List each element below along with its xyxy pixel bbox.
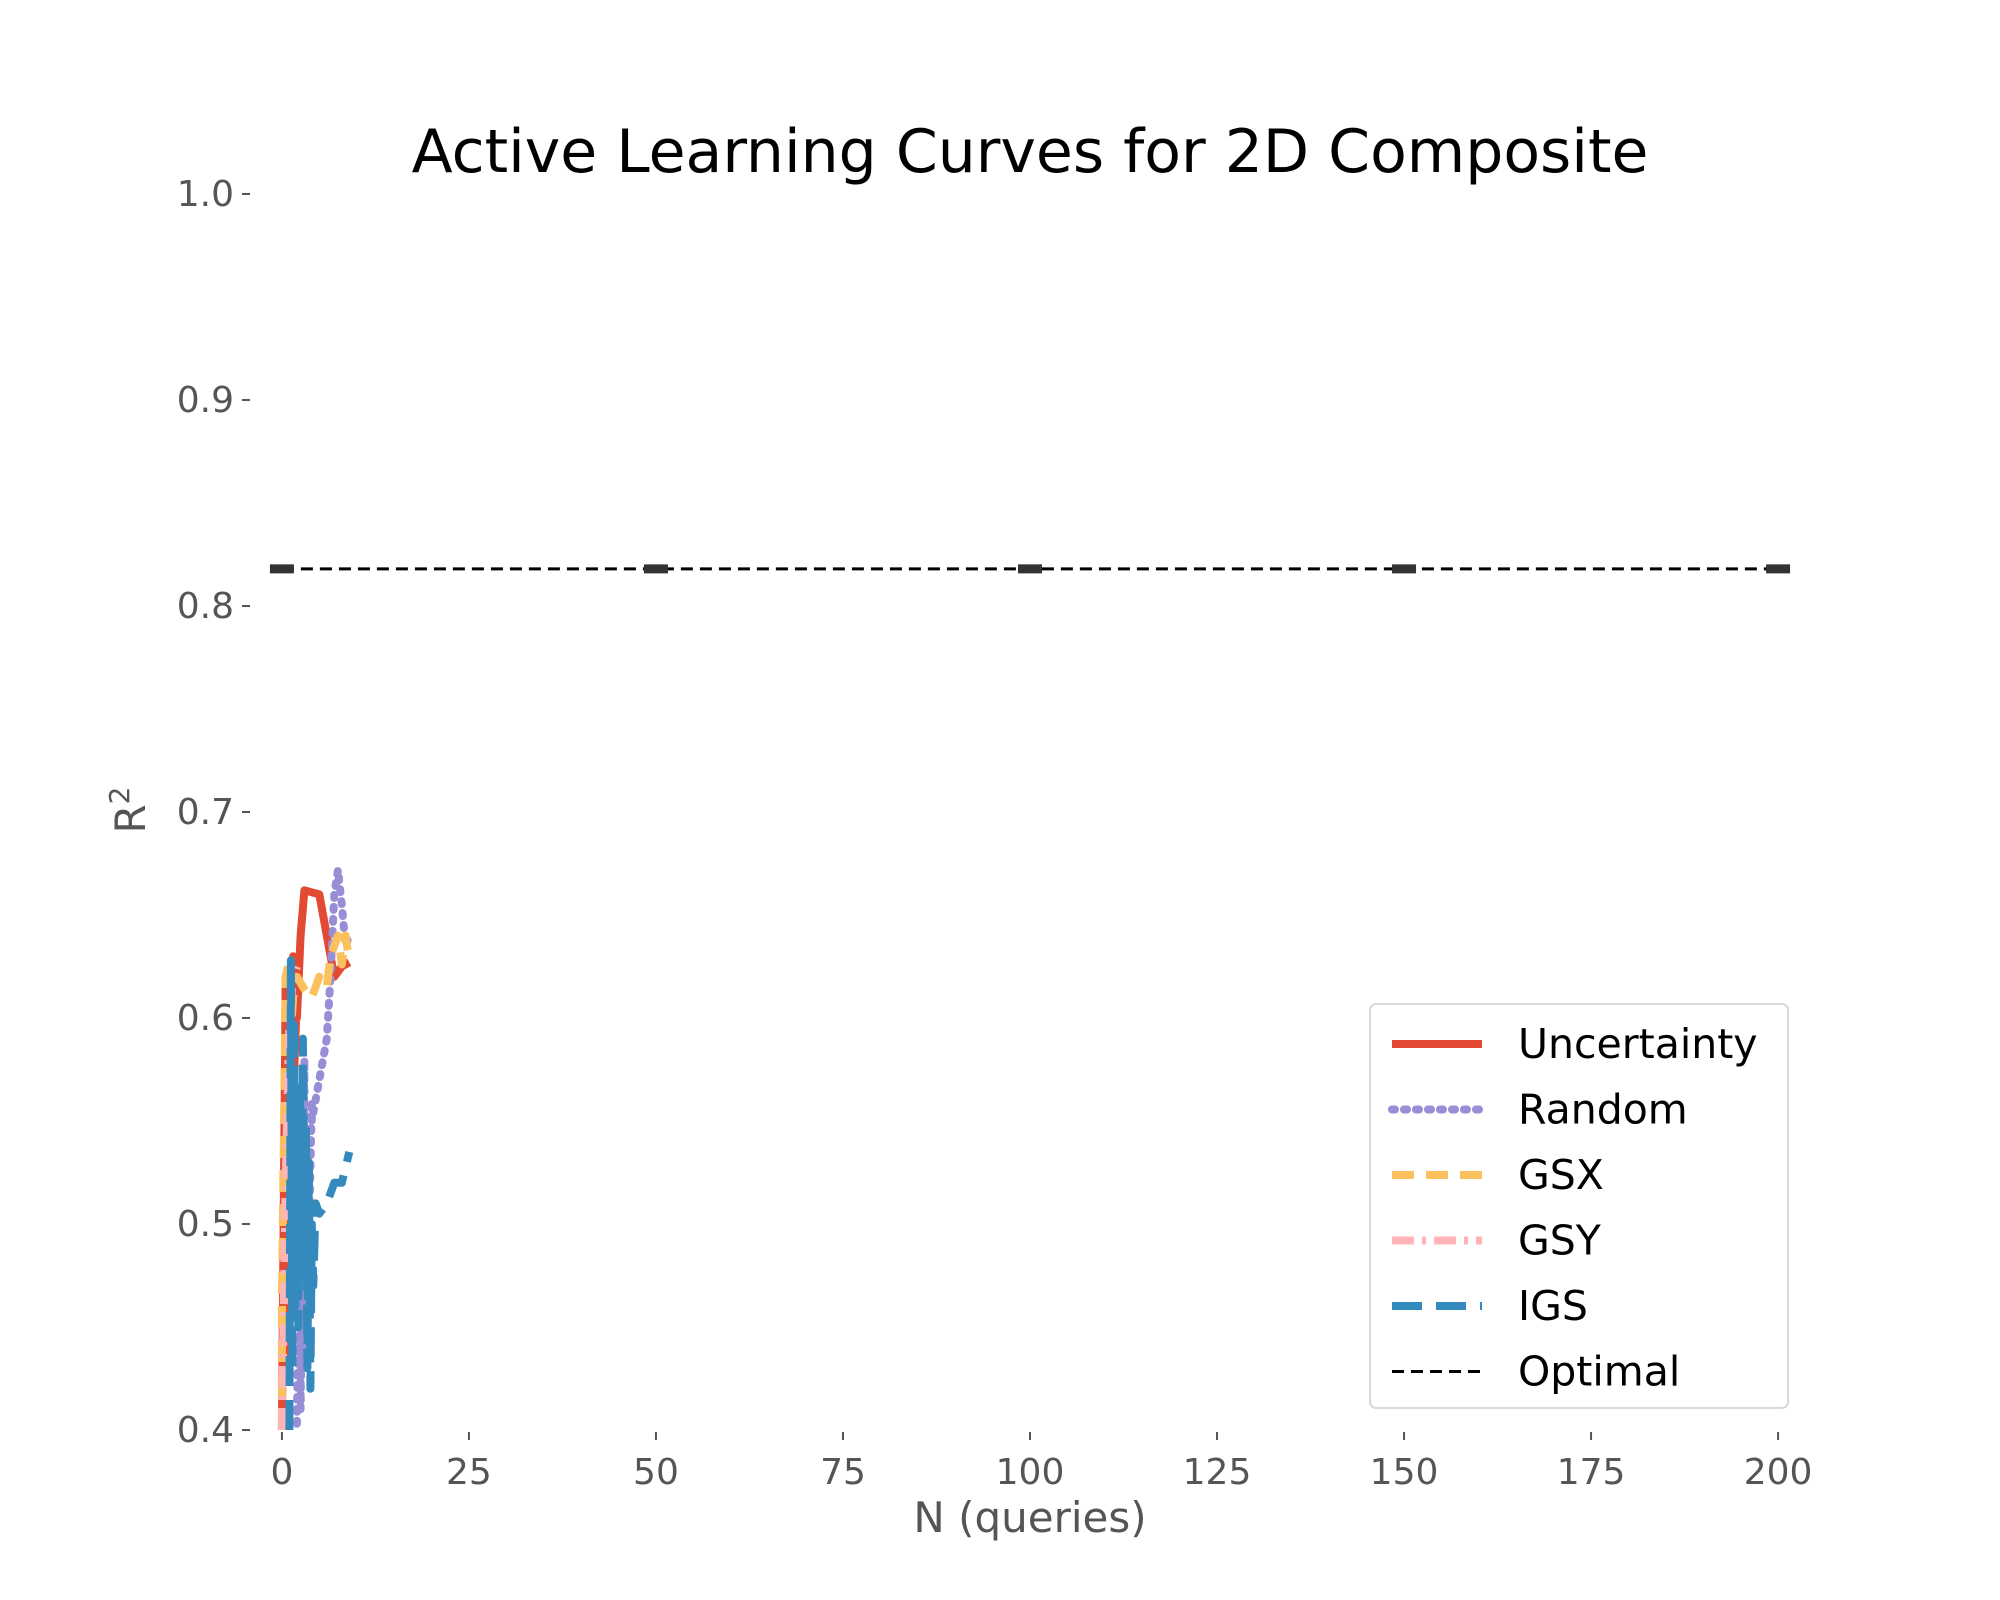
y-axis-label-superscript: 2 xyxy=(103,786,136,804)
x-tick-label: 200 xyxy=(1744,1452,1813,1493)
x-axis-label: N (queries) xyxy=(913,1493,1146,1542)
x-axis: 0 25 50 75 100 125 150 175 200 xyxy=(270,1432,1812,1493)
x-tick-label: 0 xyxy=(270,1452,293,1493)
x-tick-label: 100 xyxy=(996,1452,1065,1493)
y-tick-label: 0.5 xyxy=(177,1204,234,1245)
legend-frame xyxy=(1369,1003,1789,1409)
chart-title: Active Learning Curves for 2D Composite xyxy=(412,117,1649,187)
y-tick-label: 1.0 xyxy=(177,174,234,215)
legend-label-uncertainty: Uncertainty xyxy=(1518,1020,1758,1068)
x-tick-label: 175 xyxy=(1557,1452,1626,1493)
y-axis-label: R2 xyxy=(103,786,155,833)
y-tick-label: 0.8 xyxy=(177,586,234,627)
legend: Uncertainty Random GSX GSY IGS Optimal xyxy=(1369,1003,1789,1409)
legend-label-gsy: GSY xyxy=(1518,1217,1602,1265)
y-tick-label: 0.9 xyxy=(177,380,234,421)
plot-area xyxy=(269,564,1791,1431)
legend-label-igs: IGS xyxy=(1518,1282,1588,1330)
y-tick-label: 0.4 xyxy=(177,1410,234,1451)
x-tick-label: 75 xyxy=(820,1452,866,1493)
legend-label-gsx: GSX xyxy=(1518,1151,1604,1199)
y-axis: 0.4 0.5 0.6 0.7 0.8 0.9 1.0 xyxy=(177,174,250,1451)
x-tick-label: 25 xyxy=(446,1452,492,1493)
y-tick-label: 0.7 xyxy=(177,792,234,833)
x-tick-label: 125 xyxy=(1183,1452,1252,1493)
legend-label-random: Random xyxy=(1518,1086,1688,1134)
y-axis-label-base: R xyxy=(106,804,155,833)
series-line-igs xyxy=(285,956,354,1431)
y-tick-label: 0.6 xyxy=(177,998,234,1039)
x-tick-label: 150 xyxy=(1370,1452,1439,1493)
legend-label-optimal: Optimal xyxy=(1518,1348,1680,1396)
x-tick-label: 50 xyxy=(633,1452,679,1493)
